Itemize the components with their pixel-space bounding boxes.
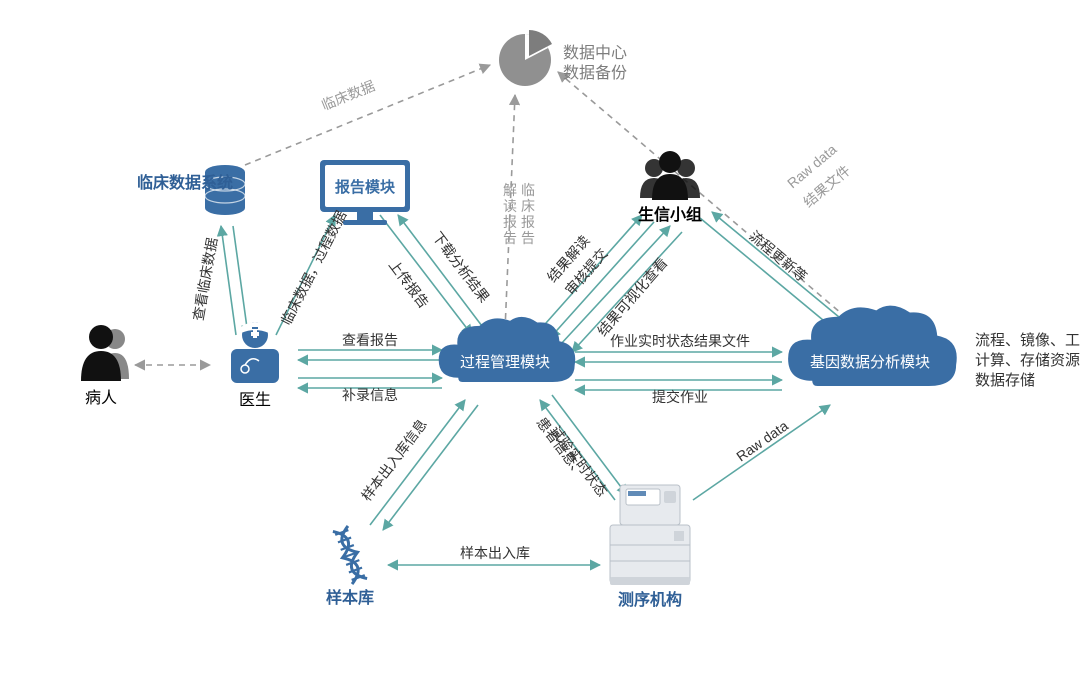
edge-label: 查看临床数据 <box>190 236 220 322</box>
edge-label: 查看报告 <box>342 332 398 348</box>
edge-label: 报 <box>521 214 535 230</box>
edges-layer <box>135 65 855 565</box>
nodes-layer: 报告模块过程管理模块 基因数据分析模块 <box>81 30 957 585</box>
data-center-label1: 数据中心 <box>563 44 627 62</box>
gene-cloud-icon <box>788 306 957 386</box>
edge-label: 床 <box>521 198 535 214</box>
edge-label: 临 <box>521 182 535 198</box>
edge-e-bioinfo-gene <box>700 218 835 330</box>
edge-label: 作业实时状态结果文件 <box>610 333 750 349</box>
gene-side-text: 流程、镜像、工具 <box>975 331 1080 349</box>
process-cloud-icon <box>439 317 576 382</box>
patient-label: 病人 <box>85 389 117 407</box>
sequencer-icon <box>610 485 690 585</box>
data-center-label2: 数据备份 <box>563 64 627 82</box>
data-center-icon <box>499 30 552 86</box>
edge-label: 解 <box>503 182 517 198</box>
bioinfo-team-icon <box>640 151 700 200</box>
edge-label: 告 <box>521 230 535 246</box>
edge-label: Raw data <box>733 417 791 464</box>
report-module-label: 报告模块 <box>335 178 396 196</box>
clinical-system-label: 临床数据系统 <box>137 173 233 192</box>
bioinfo-label: 生信小组 <box>638 205 702 224</box>
edge-label: 样本出入库 <box>460 545 530 561</box>
patient-icon <box>81 325 129 381</box>
doctor-label: 医生 <box>239 391 271 409</box>
seq-org-label: 测序机构 <box>618 590 682 609</box>
sample-label: 样本库 <box>326 588 374 607</box>
edge-label: 临床数据，过程数据 <box>278 208 349 328</box>
gene-side-text: 计算、存储资源、 <box>975 351 1080 369</box>
gene-module-label: 基因数据分析模块 <box>810 354 930 371</box>
edge-e-gene-bioinfo <box>712 212 845 322</box>
edge-label: 流程更新等 <box>746 228 810 285</box>
process-module-label: 过程管理模块 <box>460 354 550 371</box>
edge-label: 上传报告 <box>386 257 432 311</box>
edge-label: 报 <box>503 214 517 230</box>
edge-label: 下载分析结果 <box>429 229 492 306</box>
edge-label: 临床数据 <box>319 77 377 113</box>
gene-side-text: 数据存储 <box>975 372 1035 389</box>
edge-label: 读 <box>503 198 517 214</box>
edge-label: 补录信息 <box>342 387 398 403</box>
edge-e-clinical-doctor-down <box>233 226 248 335</box>
edge-e-doctor-clinical-up <box>221 226 236 335</box>
edge-label: 提交作业 <box>652 389 708 405</box>
diagram-canvas: 报告模块过程管理模块 基因数据分析模块 查看临床数据查看报告补录信息 临床数据，过程… <box>0 0 1080 676</box>
edge-e-seq-gene <box>693 405 830 500</box>
dna-icon <box>333 526 367 584</box>
edge-label: 告 <box>503 230 517 246</box>
doctor-icon <box>231 322 279 383</box>
